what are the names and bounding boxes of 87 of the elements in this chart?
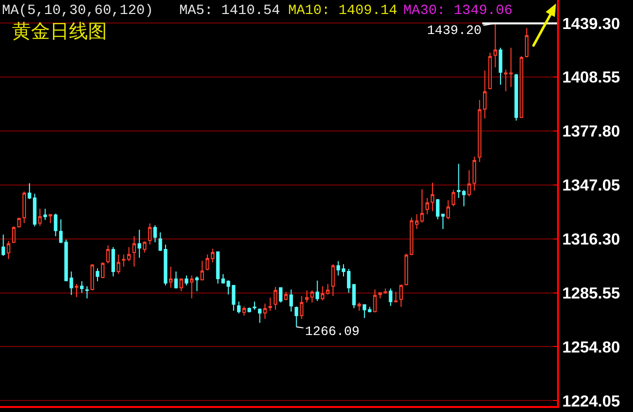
candlestick	[263, 303, 267, 320]
candlestick	[48, 214, 52, 224]
candlestick	[258, 308, 262, 324]
candlestick	[452, 189, 456, 207]
candlestick	[248, 306, 252, 313]
candlestick	[184, 275, 188, 286]
candlestick	[132, 236, 136, 268]
candlestick	[394, 291, 398, 304]
candlestick	[54, 213, 58, 237]
annotation: MA10: 1409.14	[288, 3, 398, 19]
candlestick	[524, 28, 528, 58]
candlestick	[6, 240, 10, 260]
candlestick	[305, 290, 309, 304]
candlestick	[268, 297, 272, 312]
candlestick	[242, 306, 246, 316]
candlestick	[190, 275, 194, 299]
candlestick	[399, 284, 403, 308]
candlestick	[357, 302, 361, 312]
annotation: MA5: 1410.54	[179, 3, 280, 19]
candlestick	[116, 254, 120, 274]
candlestick	[446, 200, 450, 220]
candlestick	[498, 47, 502, 86]
candlestick	[59, 218, 63, 244]
candlestick	[96, 268, 100, 282]
candlestick	[430, 182, 434, 212]
candlestick	[85, 286, 89, 299]
candlestick	[362, 304, 366, 318]
candlestick	[111, 246, 115, 277]
candlestick	[22, 191, 26, 224]
candlestick	[206, 254, 210, 271]
candlestick	[514, 73, 518, 122]
candlestick	[252, 301, 256, 310]
y-tick-label: 1254.80	[562, 339, 620, 356]
candlestick	[138, 229, 142, 258]
y-tick-label: 1316.30	[562, 231, 620, 248]
candlestick	[404, 253, 408, 286]
candlestick	[331, 264, 335, 297]
candlestick	[169, 266, 173, 288]
candlestick	[425, 198, 430, 215]
candlestick	[164, 244, 168, 286]
candlestick	[148, 222, 152, 245]
candlestick	[232, 284, 236, 312]
annotation: 1439.20	[427, 23, 482, 38]
candlestick	[158, 232, 162, 252]
candlestick	[90, 264, 94, 291]
y-tick-label: 1408.55	[562, 70, 620, 87]
candlestick	[74, 283, 78, 298]
y-tick-label: 1285.55	[562, 285, 620, 302]
candlestick	[80, 280, 84, 294]
candlestick	[237, 301, 241, 314]
candlestick	[520, 55, 524, 119]
candlestick	[216, 250, 220, 284]
candlestick	[274, 286, 278, 310]
candlestick	[483, 70, 487, 120]
candlestick	[316, 280, 320, 302]
candlestick	[284, 291, 288, 301]
candlestick	[195, 276, 199, 292]
candlestick	[310, 290, 314, 304]
candlestick	[368, 306, 372, 313]
candlestick	[373, 289, 377, 313]
candlestick	[142, 241, 146, 254]
candlestick	[289, 289, 293, 312]
text: 黄金日线图	[12, 20, 107, 43]
candlestick	[2, 234, 6, 256]
y-tick-label: 1377.80	[562, 124, 620, 141]
y-tick-label: 1224.05	[562, 393, 620, 410]
y-tick-label: 1439.30	[562, 16, 620, 33]
y-tick-label: 1347.05	[562, 178, 620, 195]
candlestick	[278, 286, 282, 304]
candlestick	[300, 296, 304, 320]
candlestick	[388, 288, 392, 306]
candlestick	[153, 224, 157, 243]
candlestick	[200, 260, 204, 281]
candlestick	[179, 278, 184, 292]
candlestick	[100, 262, 105, 279]
annotation: 1266.09	[305, 324, 360, 339]
candlestick	[488, 52, 492, 90]
candlestick	[294, 306, 298, 328]
candlestick	[478, 99, 482, 163]
candlestick	[210, 248, 214, 263]
candlestick	[106, 244, 110, 264]
candlestick	[174, 270, 178, 289]
candlestick	[38, 208, 42, 226]
candlestick	[494, 22, 498, 68]
annotation: MA30: 1349.06	[403, 3, 512, 19]
annotation: MA(5,10,30,60,120)	[2, 3, 154, 19]
candlestick	[43, 208, 47, 220]
